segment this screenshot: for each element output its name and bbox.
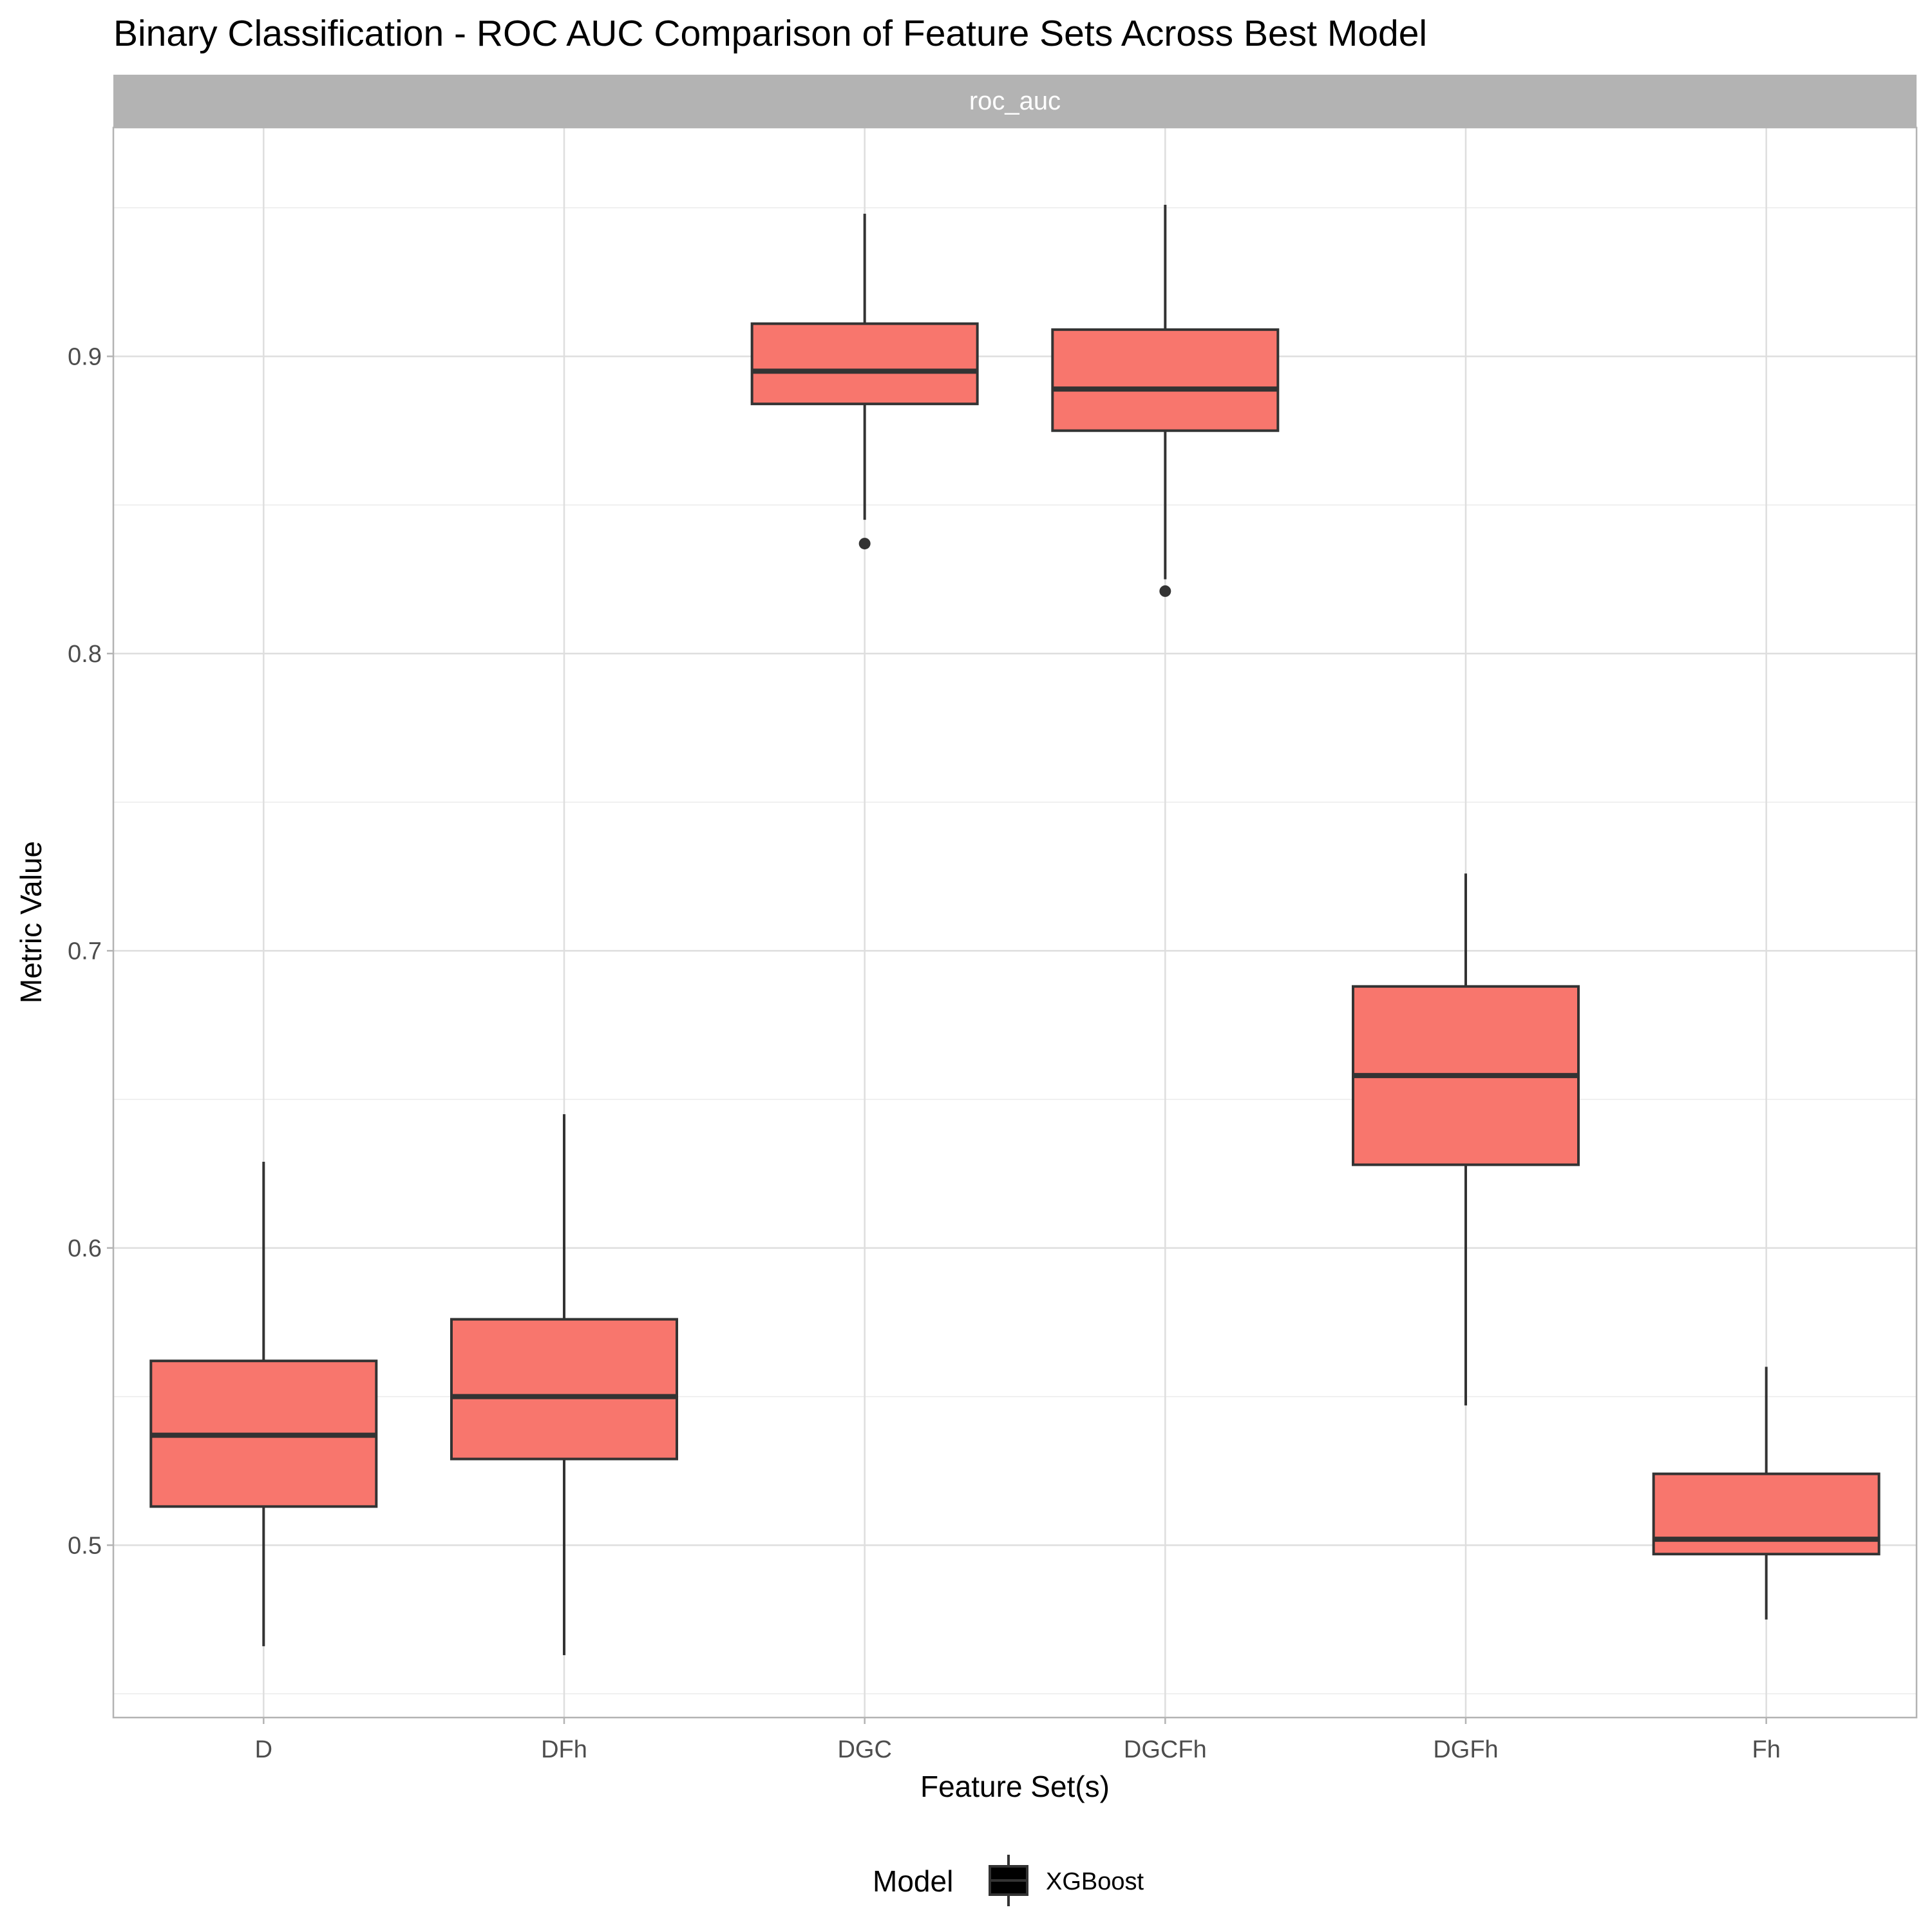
box-DFh xyxy=(450,1114,678,1656)
grid-major xyxy=(113,128,1917,1718)
chart-title: Binary Classification - ROC AUC Comparis… xyxy=(113,13,1427,54)
outlier-DGC-0 xyxy=(858,538,871,550)
legend-label-xgboost: XGBoost xyxy=(1046,1868,1144,1895)
legend-title: Model xyxy=(873,1864,953,1898)
x-tick-label-DFh: DFh xyxy=(541,1736,587,1763)
x-axis-title: Feature Set(s) xyxy=(920,1770,1110,1803)
panel-border xyxy=(112,126,1918,1719)
legend: Model XGBoost xyxy=(873,1855,1144,1906)
y-tick-label-0: 0.5 xyxy=(68,1532,102,1559)
y-tick-label-1: 0.6 xyxy=(68,1235,102,1262)
box-DGCFh xyxy=(1051,204,1280,597)
x-tick-label-Fh: Fh xyxy=(1752,1736,1780,1763)
x-tick-label-DGC: DGC xyxy=(837,1736,891,1763)
box-Fh xyxy=(1652,1367,1880,1620)
y-tick-label-3: 0.8 xyxy=(68,641,102,668)
box-D xyxy=(149,1162,378,1647)
box-iqr-DFh xyxy=(450,1318,678,1461)
grid-minor xyxy=(113,207,1917,1694)
box-iqr-DGC xyxy=(750,322,979,406)
boxes xyxy=(149,204,1880,1656)
y-tick-label-2: 0.7 xyxy=(68,938,102,965)
y-axis-title: Metric Value xyxy=(14,841,48,1003)
y-tick-label-4: 0.9 xyxy=(68,343,102,370)
box-DGFh xyxy=(1352,873,1580,1406)
x-tick-label-DGFh: DGFh xyxy=(1433,1736,1498,1763)
x-tick-label-D: D xyxy=(255,1736,272,1763)
facet-strip xyxy=(113,75,1917,128)
box-iqr-DGCFh xyxy=(1051,328,1280,432)
x-axis: D DFh DGC DGCFh DGFh Fh xyxy=(255,1718,1781,1763)
y-axis: 0.5 0.6 0.7 0.8 0.9 xyxy=(68,343,113,1559)
x-tick-label-DGCFh: DGCFh xyxy=(1124,1736,1207,1763)
box-iqr-Fh xyxy=(1652,1472,1880,1556)
facet-strip-label: roc_auc xyxy=(969,87,1061,115)
outlier-DGCFh-0 xyxy=(1159,585,1171,597)
plot-panel xyxy=(113,128,1917,1718)
box-DGC xyxy=(750,213,979,550)
